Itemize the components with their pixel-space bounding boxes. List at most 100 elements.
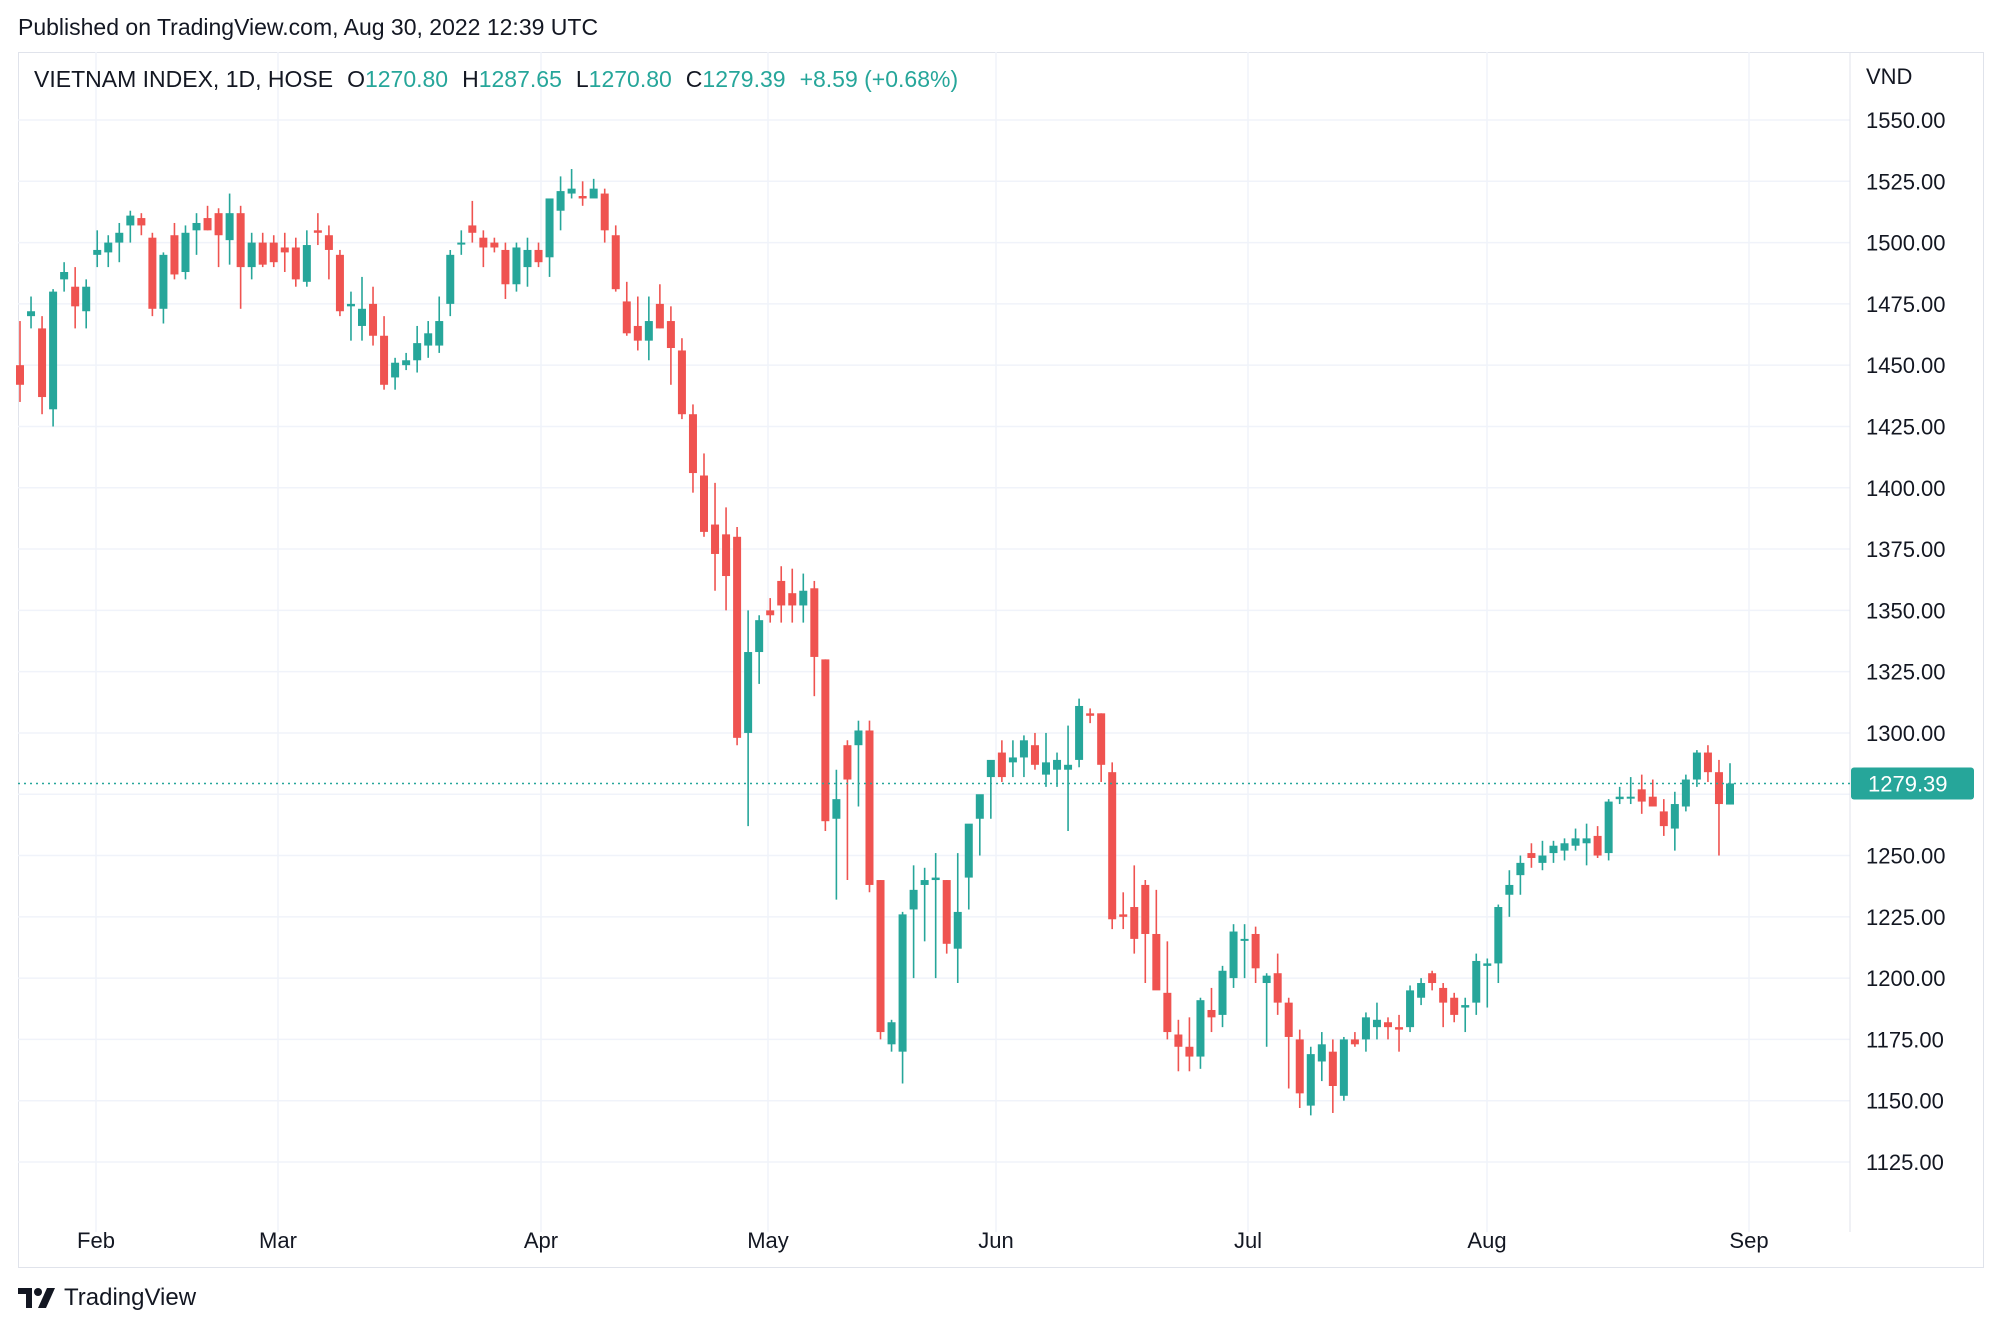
y-tick-label: 1350.00 <box>1866 598 1946 623</box>
candle-body <box>258 242 267 265</box>
candle-body <box>700 475 708 532</box>
candle-body <box>457 242 466 245</box>
candle-body <box>633 325 642 341</box>
y-tick-label: 1450.00 <box>1866 353 1946 378</box>
candle-body <box>898 914 907 1052</box>
legend-low-label: L <box>575 66 589 92</box>
legend-open-label: O <box>347 66 365 92</box>
candle-body <box>832 799 841 819</box>
candle-body <box>468 225 477 233</box>
candle-body <box>203 218 212 231</box>
candle-body <box>358 308 366 326</box>
x-tick-label: Apr <box>524 1228 558 1253</box>
candle-body <box>942 880 951 944</box>
candle-body <box>1185 1046 1194 1057</box>
candle-body <box>1428 973 1437 984</box>
footer-branding: TradingView <box>18 1284 196 1312</box>
candle-body <box>1295 1039 1304 1094</box>
candle-body <box>104 242 113 253</box>
candle-body <box>545 198 554 258</box>
candle-body <box>181 232 190 273</box>
legend-high-value: 1287.65 <box>478 66 562 92</box>
candle-body <box>346 303 355 307</box>
candle-body <box>688 414 697 474</box>
candle-body <box>1714 772 1723 805</box>
published-note: Published on TradingView.com, Aug 30, 20… <box>18 14 599 40</box>
candle-body <box>1549 845 1558 854</box>
candle-body <box>324 235 333 250</box>
candle-body <box>1395 1027 1404 1030</box>
y-tick-label: 1125.00 <box>1866 1150 1944 1175</box>
candle-body <box>280 247 289 253</box>
candle-body <box>997 752 1006 778</box>
candle-body <box>335 254 344 312</box>
y-tick-label: 1200.00 <box>1866 966 1946 991</box>
candle-body <box>611 235 620 290</box>
candle-body <box>1019 740 1028 758</box>
candle-body <box>126 215 135 226</box>
candle-body <box>1372 1019 1381 1028</box>
candle-body <box>1152 933 1161 991</box>
y-tick-label: 1150.00 <box>1866 1089 1944 1114</box>
candle-body <box>1251 933 1260 969</box>
x-tick-label: Mar <box>259 1228 297 1253</box>
y-tick-label: 1475.00 <box>1866 292 1946 317</box>
candle-body <box>1472 960 1481 1003</box>
candle-body <box>733 536 742 738</box>
candle-body <box>1328 1051 1337 1086</box>
chart-legend: VIETNAM INDEX, 1D, HOSE O1270.80 H1287.65 L… <box>34 66 958 93</box>
candle-body <box>1042 762 1050 775</box>
candle-body <box>1582 838 1591 844</box>
candle-body <box>402 360 411 366</box>
candle-body <box>578 196 587 199</box>
y-tick-label: 1375.00 <box>1866 537 1946 562</box>
candle-body <box>269 242 278 263</box>
y-tick-label: 1550.00 <box>1866 108 1946 133</box>
candle-body <box>27 311 36 317</box>
candle-body <box>788 593 797 606</box>
candle-body <box>1317 1044 1326 1062</box>
candle-body <box>435 321 444 346</box>
candle-body <box>82 286 91 312</box>
candle-body <box>302 245 311 282</box>
candle-body <box>446 254 455 304</box>
candle-body <box>711 524 720 554</box>
candle-body <box>600 193 609 231</box>
candle-body <box>49 291 58 410</box>
candle-body <box>1538 855 1547 863</box>
candle-body <box>1670 804 1679 829</box>
candle-body <box>1659 811 1668 827</box>
candle-body <box>1450 997 1459 1015</box>
candle-body <box>1174 1034 1183 1047</box>
candle-body <box>655 303 664 329</box>
price-unit-label: VND <box>1866 64 1913 89</box>
candle-body <box>953 911 962 949</box>
candle-body <box>1726 783 1734 805</box>
candle-body <box>93 249 102 255</box>
legend-open-value: 1270.80 <box>364 66 449 92</box>
candle-body <box>677 350 686 415</box>
x-tick-label: Feb <box>77 1228 115 1253</box>
candle-body <box>644 321 653 341</box>
candle-body <box>1384 1022 1392 1028</box>
candle-body <box>909 889 918 910</box>
candle-body <box>556 191 565 211</box>
footer-brand-text: TradingView <box>64 1284 197 1311</box>
candle-body <box>1141 884 1150 934</box>
candle-body <box>38 328 47 398</box>
candle-body <box>236 213 245 268</box>
candle-body <box>1593 835 1602 856</box>
candle-body <box>1218 970 1227 1015</box>
y-tick-label: 1225.00 <box>1866 905 1946 930</box>
candle-body <box>1229 931 1238 979</box>
candle-body <box>1637 789 1646 802</box>
candle-body <box>843 745 852 780</box>
candle-body <box>1108 772 1117 920</box>
candle-body <box>291 247 300 280</box>
y-tick-label: 1425.00 <box>1866 414 1946 439</box>
candle-body <box>920 880 929 885</box>
candle-body <box>622 301 631 334</box>
last-price-badge <box>1851 767 1974 800</box>
candle-body <box>1086 713 1095 716</box>
